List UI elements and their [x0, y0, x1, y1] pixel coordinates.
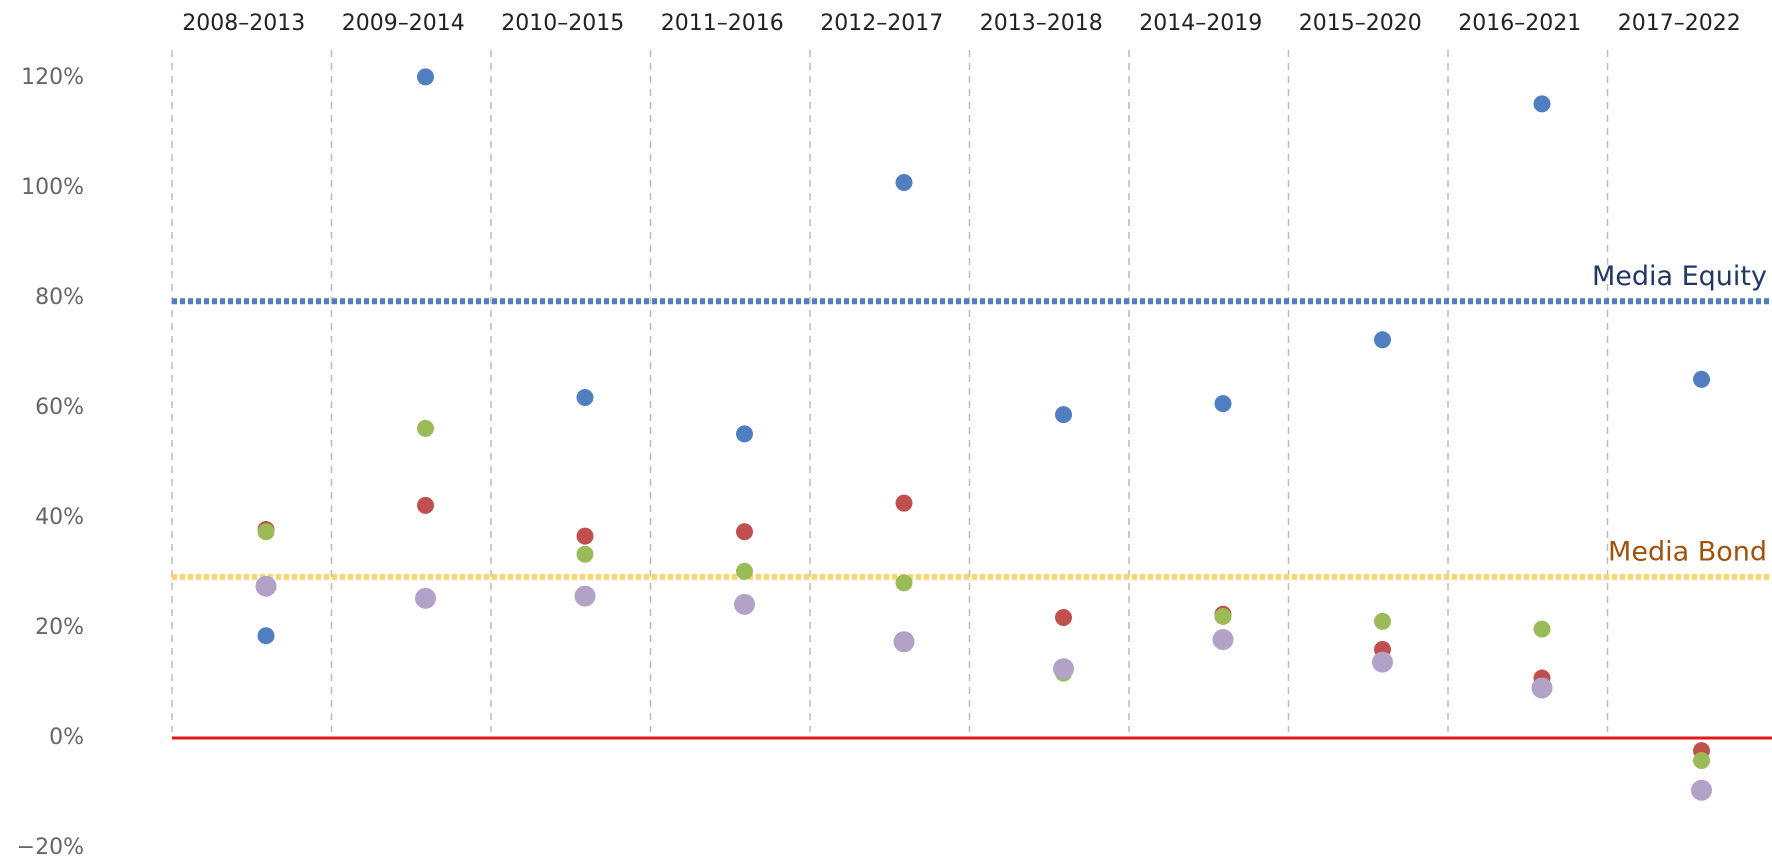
dot — [574, 585, 596, 607]
dot — [1055, 406, 1072, 424]
dot — [1212, 629, 1234, 651]
dot — [736, 523, 753, 541]
x-tick-label: 2010–2015 — [501, 11, 624, 36]
dot — [895, 574, 913, 592]
dot — [736, 425, 753, 443]
dot — [1053, 658, 1074, 680]
dot — [1214, 395, 1232, 413]
x-tick-label: 2013–2018 — [980, 11, 1103, 36]
dot — [417, 496, 434, 514]
dot — [257, 627, 275, 645]
dot — [736, 562, 753, 580]
y-tick-label: −20% — [17, 835, 84, 859]
dot — [576, 545, 594, 563]
dot — [1055, 609, 1072, 627]
dot — [895, 174, 913, 191]
x-tick-label: 2016–2021 — [1458, 11, 1581, 36]
dot — [1691, 779, 1712, 801]
dot — [734, 593, 755, 615]
x-tick-label: 2011–2016 — [661, 11, 784, 36]
reference-label: Media Equity — [1592, 261, 1767, 292]
dot — [1531, 677, 1553, 699]
x-tick-label: 2014–2019 — [1139, 11, 1262, 36]
dot — [257, 523, 275, 541]
dot — [576, 527, 594, 545]
y-tick-label: 20% — [35, 615, 84, 640]
dot — [576, 389, 594, 407]
reference-label: Media Bond — [1608, 536, 1767, 567]
y-tick-label: 0% — [49, 725, 84, 750]
dot — [1372, 651, 1393, 673]
dot — [255, 575, 277, 597]
dot — [415, 587, 436, 609]
x-tick-label: 2017–2022 — [1618, 11, 1741, 36]
x-tick-label: 2015–2020 — [1299, 11, 1422, 36]
dot — [417, 419, 434, 437]
dot — [1693, 752, 1710, 770]
y-tick-label: 40% — [35, 505, 84, 530]
dot — [1533, 95, 1551, 113]
dot — [1374, 612, 1391, 630]
x-tick-label: 2009–2014 — [342, 11, 465, 36]
y-tick-label: 60% — [35, 395, 84, 420]
x-tick-label: 2012–2017 — [820, 11, 943, 36]
dot — [895, 494, 913, 512]
dot — [1533, 620, 1551, 638]
dot — [1374, 331, 1391, 349]
dot — [417, 68, 434, 86]
y-tick-label: 80% — [35, 285, 84, 310]
y-tick-label: 120% — [21, 65, 84, 90]
dot — [1693, 370, 1710, 388]
dot — [893, 631, 915, 653]
x-tick-label: 2008–2013 — [182, 11, 305, 36]
y-tick-label: 100% — [21, 175, 84, 200]
dot — [1214, 607, 1232, 625]
